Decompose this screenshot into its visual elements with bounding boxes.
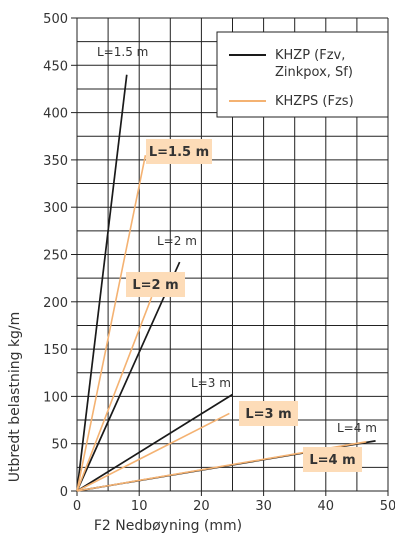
series-line (76, 155, 147, 492)
line-label-bg-khzps (126, 272, 185, 297)
series-line (76, 393, 233, 492)
legend: KHZP (Fzv, Zinkpox, Sf) KHZPS (Fzs) (216, 31, 389, 118)
series-lines (76, 74, 376, 492)
x-tick-label: 20 (193, 499, 210, 514)
y-tick-label: 500 (43, 12, 68, 27)
x-tick-label: 10 (131, 499, 148, 514)
y-tick-label: 250 (43, 249, 68, 264)
line-label-bg-khzps (146, 139, 212, 164)
tick-labels: 0 50 100 150 200 250 300 350 400 450 500 0 10 20 30 40 5… (43, 12, 395, 514)
legend-label-khzp: KHZP (Fzv, Zinkpox, Sf) (275, 48, 353, 80)
y-tick-label: 300 (43, 201, 68, 216)
legend-label-khzps: KHZPS (Fzs) (275, 94, 354, 109)
legend-box (216, 31, 389, 118)
line-label-khzp: L=1.5 m (97, 45, 148, 59)
line-label-bg-khzps (239, 401, 298, 426)
line-label-bg-khzps (303, 447, 362, 472)
series-line (76, 74, 128, 492)
x-tick-label: 50 (380, 499, 395, 514)
line-label-khzps: L=4 m (309, 453, 355, 468)
y-axis-label: Utbredt belastning kg/m (7, 312, 23, 483)
y-tick-label: 200 (43, 296, 68, 311)
y-tick-label: 0 (60, 485, 68, 500)
x-axis-label: F2 Nedbøyning (mm) (94, 518, 242, 534)
y-tick-label: 150 (43, 343, 68, 358)
y-tick-label: 50 (51, 438, 68, 453)
x-tick-label: 40 (318, 499, 335, 514)
y-tick-label: 350 (43, 154, 68, 169)
x-tick-label: 30 (255, 499, 272, 514)
line-label-khzps: L=3 m (245, 407, 291, 422)
y-tick-label: 450 (43, 59, 68, 74)
x-tick-label: 0 (73, 499, 81, 514)
series-line (76, 296, 153, 492)
line-label-khzp: L=3 m (191, 376, 231, 390)
series-line (76, 261, 181, 492)
line-label-khzp: L=2 m (157, 234, 197, 248)
line-label-khzps: L=1.5 m (149, 145, 209, 160)
line-label-khzps: L=2 m (132, 278, 178, 293)
line-label-khzp: L=4 m (337, 421, 377, 435)
y-tick-label: 100 (43, 390, 68, 405)
line-labels: L=1.5 m L=2 m L=3 m L=4 m L=1.5 m L=2 m L=3 m L… (97, 45, 377, 472)
series-line (76, 412, 230, 492)
y-tick-label: 400 (43, 107, 68, 122)
